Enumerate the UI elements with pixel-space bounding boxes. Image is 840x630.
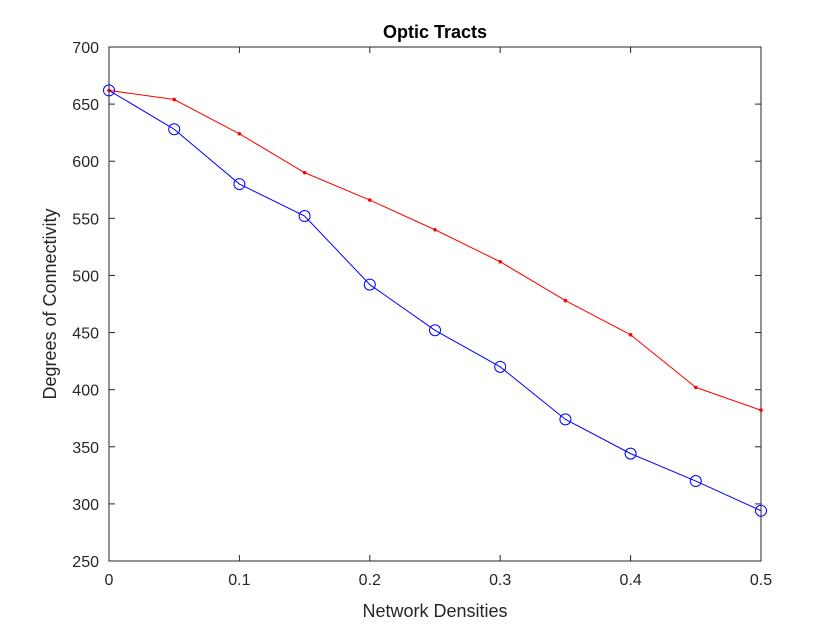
data-point — [689, 475, 702, 488]
data-point — [172, 97, 176, 102]
chart-title: Optic Tracts — [383, 22, 487, 42]
data-point — [433, 227, 437, 232]
y-tick-label: 300 — [72, 497, 99, 514]
y-tick-label: 500 — [72, 268, 99, 285]
data-point — [233, 178, 246, 191]
data-point — [759, 408, 763, 413]
y-axis-label: Degrees of Connectivity — [40, 208, 60, 399]
series-2 — [103, 84, 767, 517]
x-tick-label: 0.1 — [228, 572, 250, 589]
y-tick-label: 450 — [72, 326, 99, 343]
y-tick-label: 250 — [72, 554, 99, 571]
data-point — [429, 324, 441, 337]
data-point — [628, 333, 633, 337]
data-point — [368, 198, 372, 202]
series-1 — [107, 88, 763, 413]
y-tick-label: 350 — [72, 440, 99, 457]
data-point — [755, 504, 767, 517]
x-tick-label: 0.3 — [489, 572, 511, 589]
y-tick-label: 400 — [72, 383, 99, 400]
series-line — [108, 89, 762, 512]
data-point — [302, 170, 307, 175]
y-tick-label: 650 — [72, 97, 99, 114]
data-point — [498, 259, 503, 264]
axis-ticks: 0 0.1 0.2 0.3 0.4 0.5 250 300 350 400 450 500 550 600… — [72, 40, 772, 589]
y-tick-label: 550 — [72, 211, 99, 228]
data-point — [563, 298, 568, 303]
data-point — [168, 123, 181, 136]
series-layer — [103, 84, 767, 517]
data-point — [298, 210, 311, 223]
plot-area — [108, 46, 762, 562]
data-point — [694, 385, 698, 390]
x-tick-label: 0.2 — [359, 572, 381, 589]
x-tick-label: 0.4 — [619, 572, 641, 589]
y-tick-label: 600 — [72, 154, 99, 171]
data-point — [363, 278, 376, 291]
x-axis-label: Network Densities — [362, 601, 507, 621]
data-point — [559, 413, 572, 426]
data-point — [624, 447, 637, 460]
x-tick-label: 0 — [105, 572, 114, 589]
data-point — [103, 84, 115, 97]
x-tick-label: 0.5 — [750, 572, 772, 589]
y-tick-label: 700 — [72, 40, 99, 57]
data-point — [494, 360, 507, 373]
data-point — [237, 132, 242, 136]
